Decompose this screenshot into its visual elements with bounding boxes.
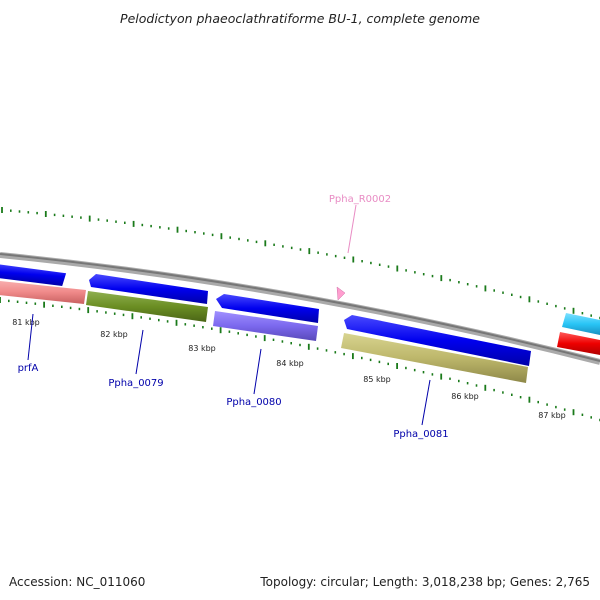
gene-label-ppha-r0002[interactable]: Ppha_R0002: [329, 194, 391, 205]
inner-tick-ring: [0, 297, 600, 422]
cds-feature-red[interactable]: [557, 332, 600, 355]
topology-text: Topology: circular; Length: 3,018,238 bp…: [259, 575, 590, 589]
gene-feature-ppha-0081[interactable]: [341, 333, 528, 383]
scale-label-82: 82 kbp: [100, 330, 128, 339]
scale-label-83: 83 kbp: [188, 344, 216, 353]
accession-text: Accession: NC_011060: [9, 575, 145, 589]
leader-ppha-0081: [421, 379, 431, 426]
leader-ppha-0080: [253, 348, 262, 395]
cds-feature-blue-1[interactable]: [0, 260, 67, 287]
trna-marker-ppha-r0002[interactable]: [336, 286, 346, 301]
scale-labels: 81 kbp 82 kbp 83 kbp 84 kbp 85 kbp 86 kb…: [12, 318, 566, 420]
genome-backbone-edge: [0, 253, 600, 362]
cds-feature-blue-4[interactable]: [344, 315, 531, 366]
scale-label-84: 84 kbp: [276, 359, 304, 368]
outer-tick-ring: [1, 207, 600, 320]
scale-label-81: 81 kbp: [12, 318, 40, 327]
cds-feature-cyan[interactable]: [562, 313, 600, 335]
gene-label-ppha-0081[interactable]: Ppha_0081: [393, 429, 448, 440]
scale-label-85: 85 kbp: [363, 375, 391, 384]
gene-label-leaders: [27, 313, 431, 426]
cds-feature-blue-2[interactable]: [89, 274, 208, 304]
scale-label-86: 86 kbp: [451, 392, 479, 401]
gene-label-ppha-0080[interactable]: Ppha_0080: [226, 397, 281, 408]
leader-prfa: [27, 313, 34, 361]
leader-ppha-0079: [135, 329, 144, 375]
gene-label-ppha-0079[interactable]: Ppha_0079: [108, 378, 163, 389]
map-title: Pelodictyon phaeoclathratiforme BU-1, co…: [120, 11, 480, 26]
gene-feature-ppha-0080[interactable]: [213, 311, 318, 341]
gene-feature-ppha-0079[interactable]: [86, 291, 208, 322]
gene-feature-prfa[interactable]: [0, 280, 86, 304]
leader-ppha-r0002: [347, 204, 357, 254]
cds-feature-blue-3[interactable]: [216, 294, 319, 323]
gene-label-prfa[interactable]: prfA: [18, 363, 39, 374]
scale-label-87: 87 kbp: [538, 411, 566, 420]
